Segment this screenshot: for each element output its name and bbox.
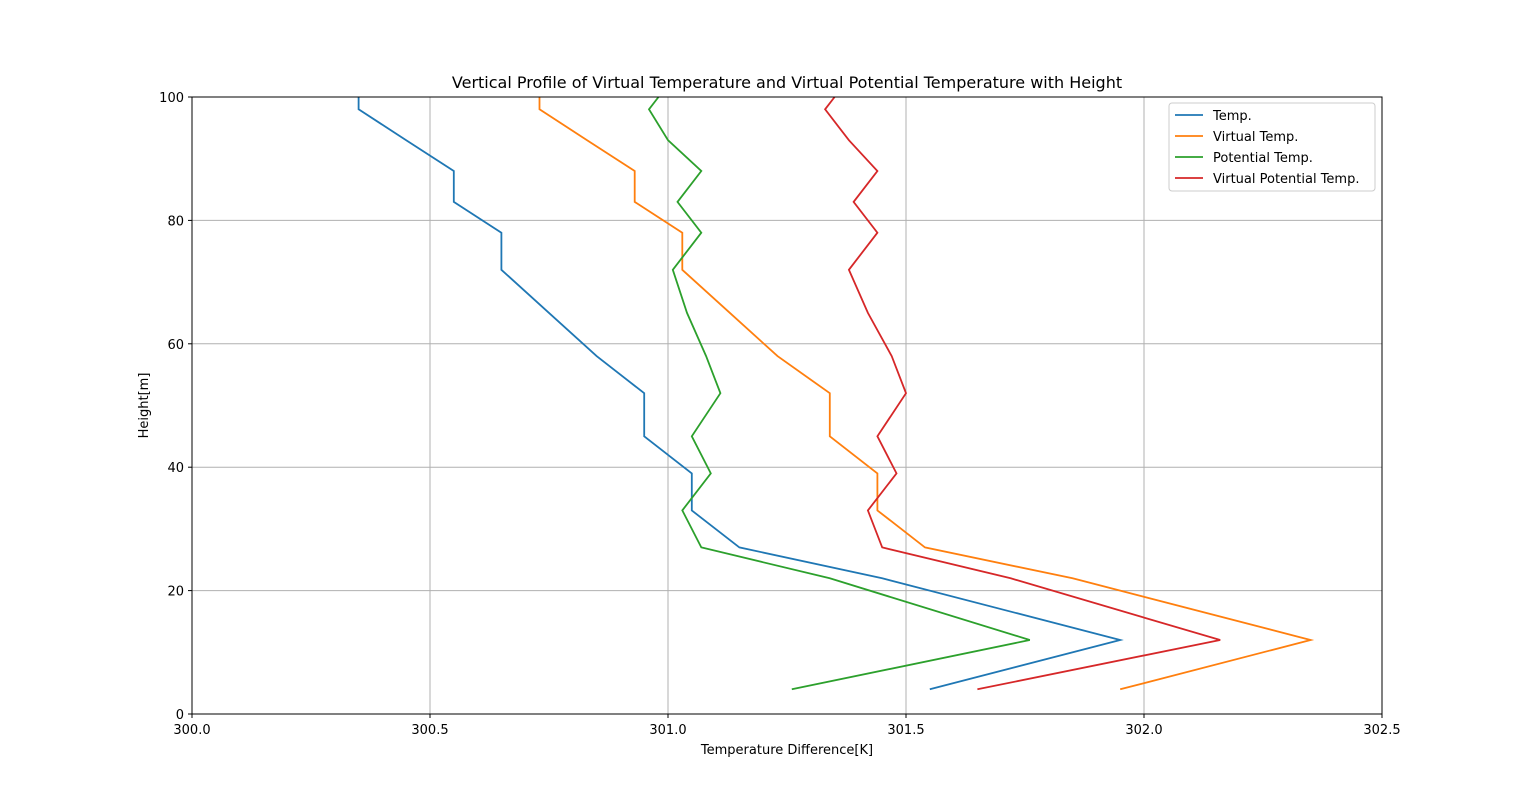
chart-title: Vertical Profile of Virtual Temperature …	[452, 73, 1122, 92]
series-line-1	[357, 97, 1124, 691]
plot-frame	[191, 96, 1383, 715]
legend-label: Virtual Potential Temp.	[1213, 172, 1359, 187]
legend-box	[1168, 102, 1376, 192]
x-axis-label: Temperature Difference[K]	[700, 743, 873, 758]
y-tick-label: 80	[167, 214, 184, 229]
y-tick-label: 0	[176, 708, 184, 723]
series-layer	[357, 96, 1315, 691]
legend: Temp. Virtual Temp. Potential Temp. Virtual…	[1168, 102, 1376, 192]
legend-label: Temp.	[1212, 109, 1252, 124]
y-tick-label: 100	[159, 91, 184, 106]
series-line-4	[823, 96, 1221, 691]
legend-label: Potential Temp.	[1213, 151, 1313, 166]
x-tick-label: 300.0	[173, 723, 210, 738]
x-tick-label: 302.0	[1125, 723, 1162, 738]
axis-ticks: 300.0 300.5 301.0 301.5 302.0 302.5 0 20 40 60 80 1…	[159, 91, 1400, 738]
legend-label: Virtual Temp.	[1213, 130, 1298, 145]
x-tick-label: 301.0	[649, 723, 686, 738]
y-tick-label: 40	[167, 461, 184, 476]
x-tick-label: 300.5	[411, 723, 448, 738]
series-line-3	[647, 96, 1031, 691]
x-tick-label: 301.5	[887, 723, 924, 738]
y-axis-label: Height[m]	[137, 373, 152, 439]
x-tick-label: 302.5	[1363, 723, 1400, 738]
series-line-2	[538, 97, 1315, 691]
y-tick-label: 20	[167, 585, 184, 600]
y-tick-label: 60	[167, 338, 184, 353]
